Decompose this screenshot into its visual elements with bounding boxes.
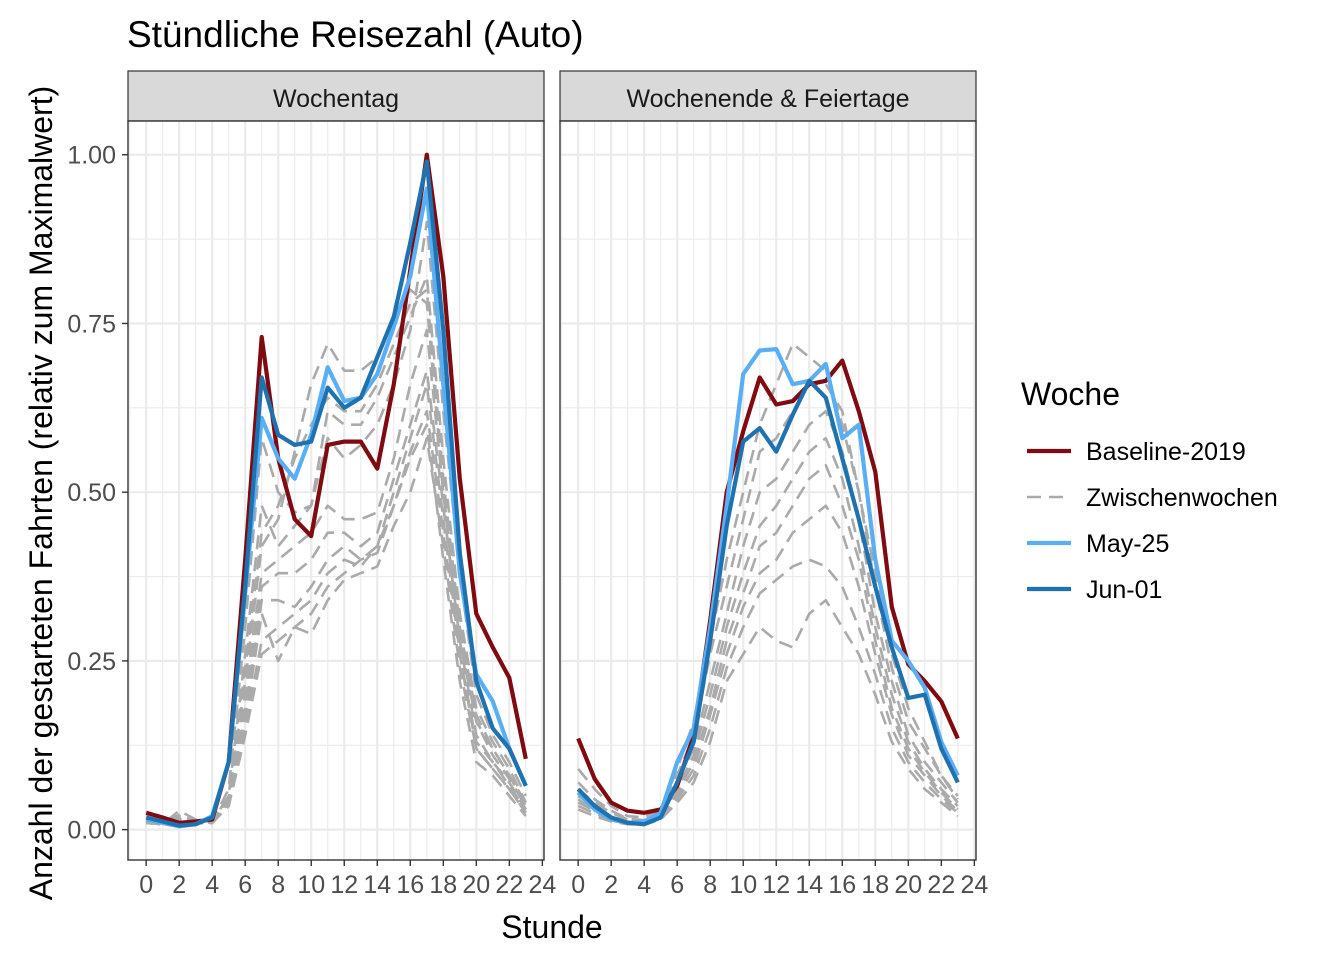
series-line-zwischenwochen (146, 328, 527, 826)
x-tick-label: 10 (297, 871, 325, 899)
x-tick-label: 16 (828, 871, 856, 899)
series-line-zwischenwochen (577, 342, 959, 819)
series-lines (145, 152, 528, 829)
series-lines (576, 342, 960, 827)
legend-item: Zwischenwochen (1027, 484, 1278, 512)
x-tick-label: 2 (172, 871, 186, 899)
facet-strip (559, 70, 977, 122)
x-tick-label: 24 (960, 871, 988, 899)
series-line-zwischenwochen (146, 436, 527, 826)
x-tick-label: 14 (795, 871, 823, 899)
x-tick-label: 12 (762, 871, 790, 899)
legend-item: Baseline-2019 (1027, 438, 1246, 466)
y-axis-label: Anzahl der gestarteten Fahrten (relativ … (23, 86, 59, 901)
series-line-jun-01 (576, 378, 960, 827)
facet-strip-label: Wochenende & Feiertage (626, 85, 909, 113)
x-tick-label: 0 (571, 871, 585, 899)
x-tick-label: 12 (330, 871, 358, 899)
chart-title: Stündliche Reisezahl (Auto) (127, 14, 584, 55)
x-tick-label: 2 (604, 871, 618, 899)
x-tick-label: 18 (429, 871, 457, 899)
series-line-jun-01 (145, 159, 528, 828)
y-tick-label: 0.25 (67, 648, 116, 676)
x-tick-label: 20 (894, 871, 922, 899)
series-line-may-25 (576, 347, 960, 826)
legend-title: Woche (1021, 376, 1120, 412)
legend: Woche Baseline-2019 Zwischenwochen May-25 Ju… (1021, 376, 1278, 604)
panel-border (127, 120, 545, 861)
x-tick-label: 4 (205, 871, 219, 899)
legend-label: May-25 (1086, 530, 1169, 558)
series-line-zwischenwochen (146, 382, 527, 826)
x-tick-label: 24 (528, 871, 556, 899)
series-line-baseline-2019 (576, 358, 960, 815)
x-tick-label: 6 (238, 871, 252, 899)
x-tick-label: 22 (495, 871, 523, 899)
series-line-zwischenwochen (146, 409, 527, 826)
panel-border (559, 120, 977, 861)
series-line-zwischenwochen (146, 288, 527, 826)
x-tick-label: 20 (462, 871, 490, 899)
x-tick-label: 10 (729, 871, 757, 899)
series-line-zwischenwochen (146, 423, 527, 826)
y-tick-label: 0.50 (67, 479, 116, 507)
panel-background (128, 121, 544, 860)
x-tick-label: 14 (363, 871, 391, 899)
x-axis-label: Stunde (501, 909, 602, 945)
legend-item: May-25 (1027, 530, 1169, 558)
facet-strip (127, 70, 545, 122)
y-tick-label: 0.00 (67, 817, 116, 845)
legend-item: Jun-01 (1027, 576, 1162, 604)
x-tick-label: 22 (927, 871, 955, 899)
x-tick-label: 18 (861, 871, 889, 899)
legend-label: Baseline-2019 (1086, 438, 1246, 466)
x-tick-label: 16 (396, 871, 424, 899)
x-tick-label: 8 (703, 871, 717, 899)
legend-label: Zwischenwochen (1086, 484, 1278, 512)
panel-background (560, 121, 976, 860)
x-tick-label: 0 (139, 871, 153, 899)
facet-strip-label: Wochentag (273, 85, 399, 113)
y-tick-label: 1.00 (67, 142, 116, 170)
x-tick-label: 8 (271, 871, 285, 899)
y-tick-label: 0.75 (67, 310, 116, 338)
series-line-zwischenwochen (577, 598, 959, 827)
legend-label: Jun-01 (1086, 576, 1162, 604)
x-tick-label: 4 (637, 871, 651, 899)
x-tick-label: 6 (670, 871, 684, 899)
